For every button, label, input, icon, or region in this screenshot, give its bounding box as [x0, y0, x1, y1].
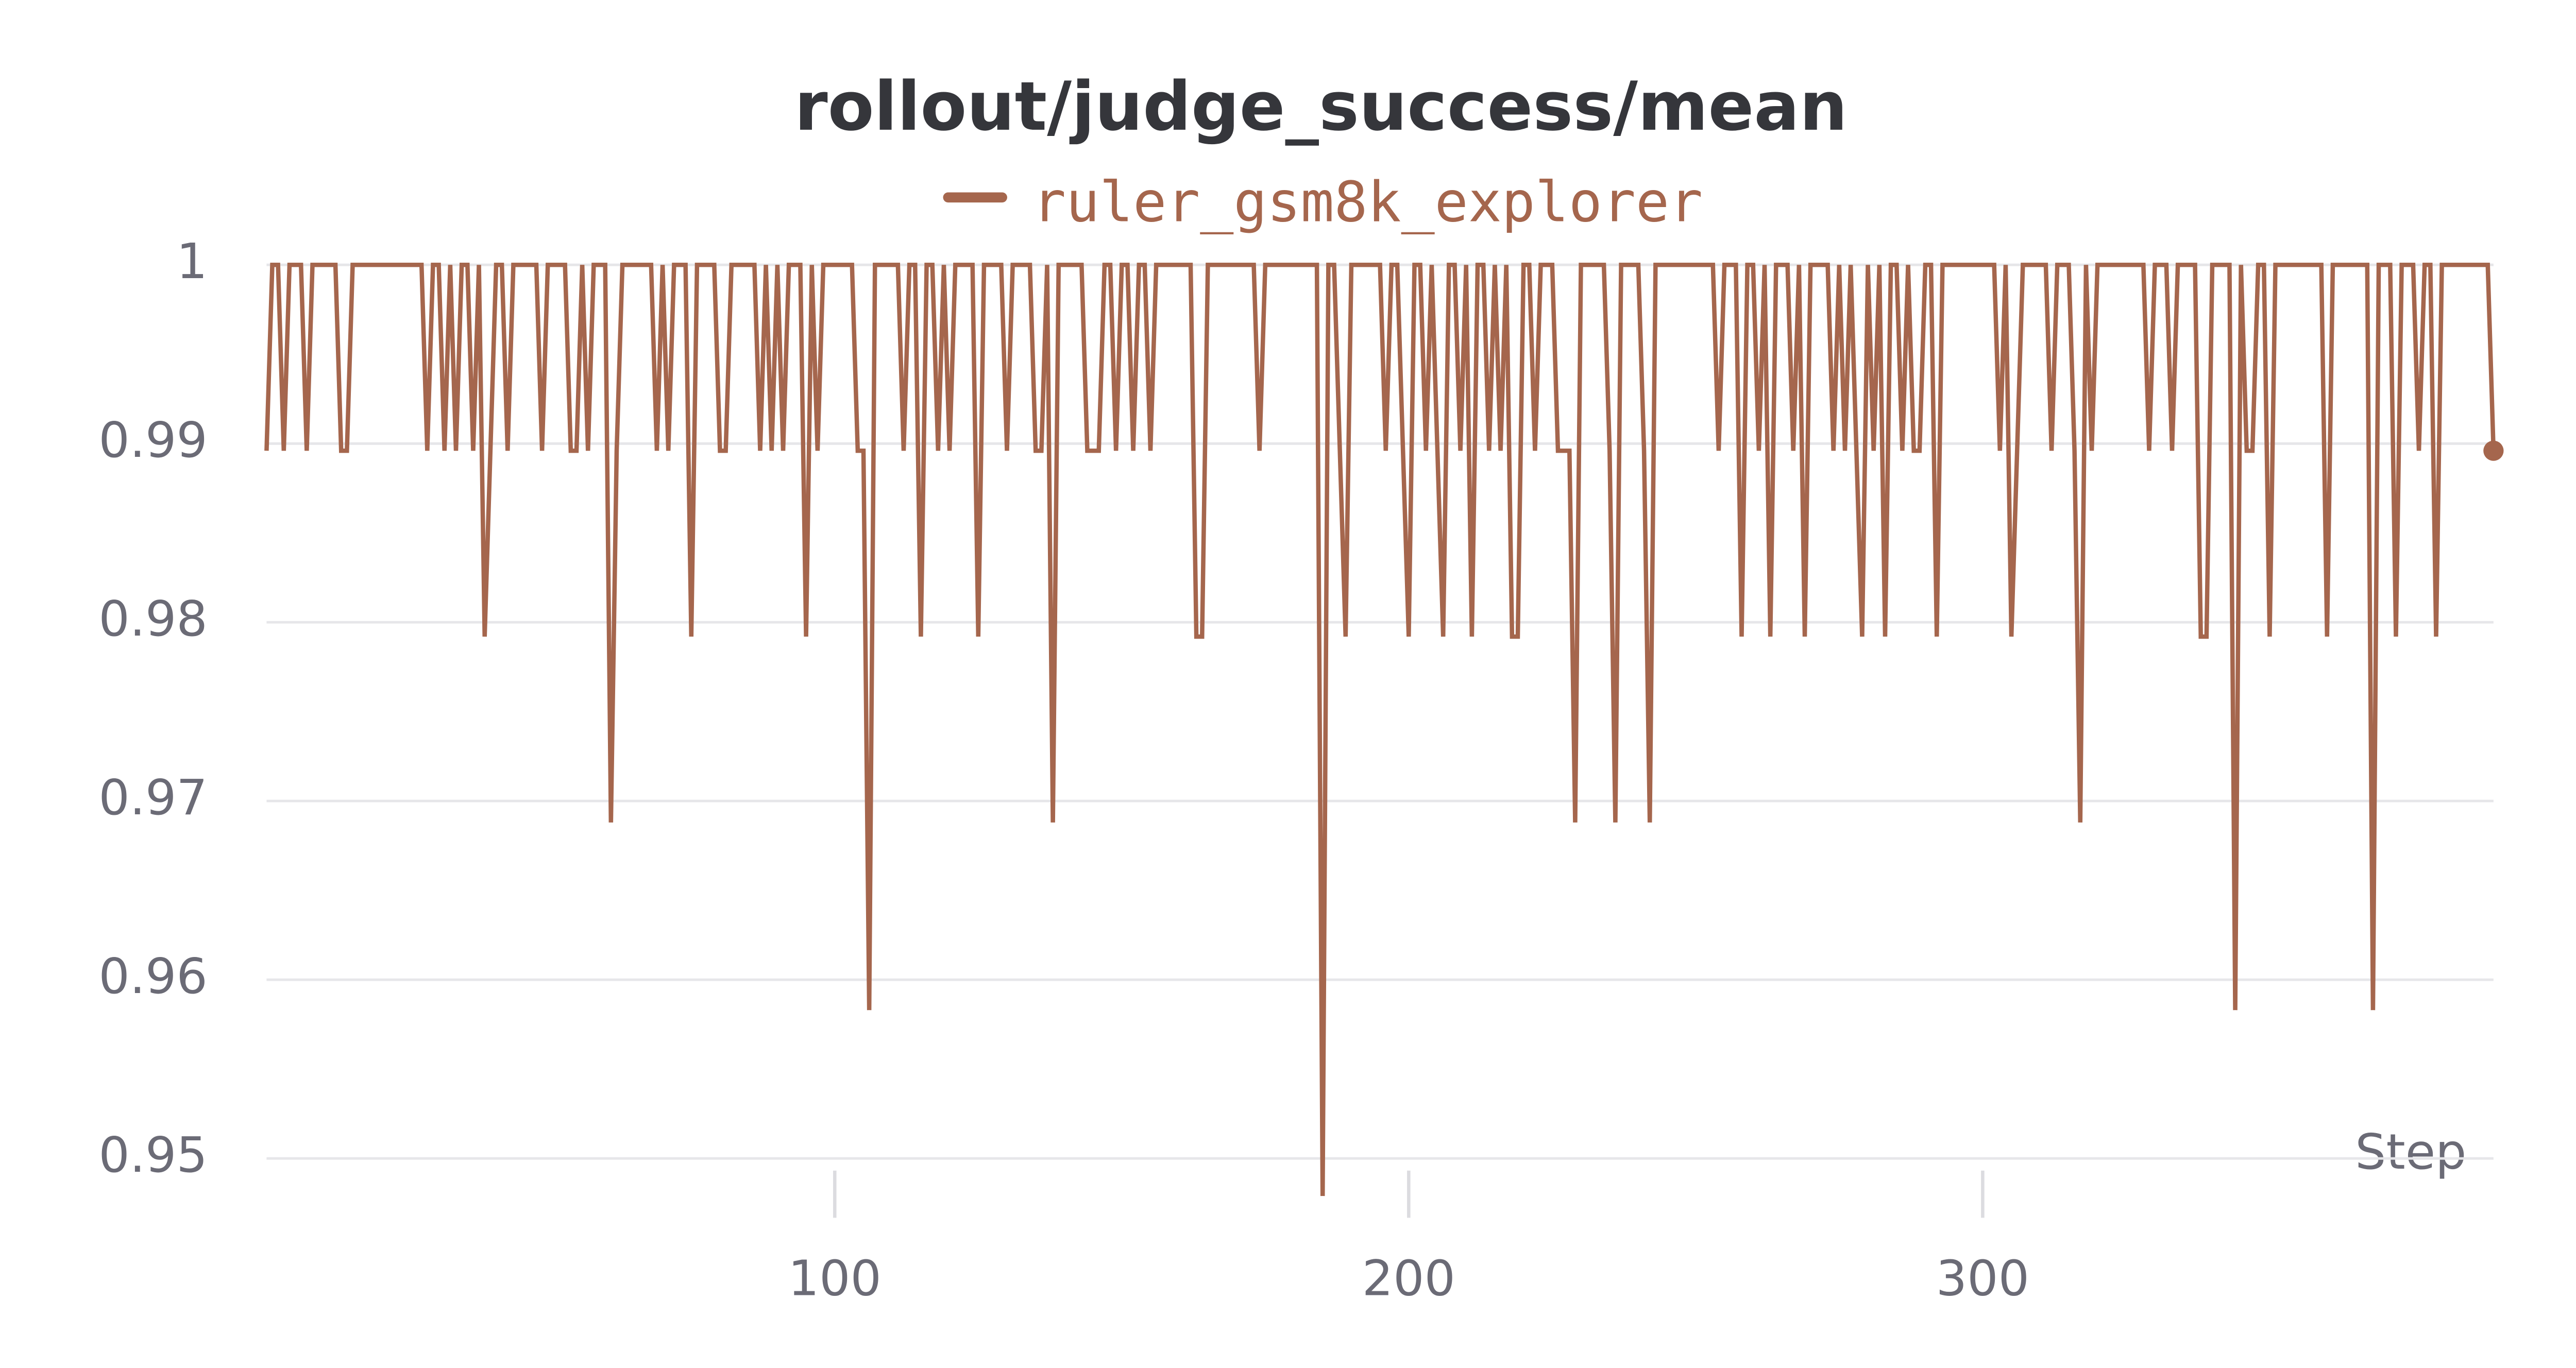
x-tick-label: 200: [1362, 1251, 1455, 1307]
line: [264, 263, 2496, 1196]
end-point: [2483, 440, 2504, 461]
chart-title: rollout/judge_success/mean: [794, 67, 1848, 146]
y-tick-label: 0.97: [98, 770, 207, 826]
legend-label: ruler_gsm8k_explorer: [1032, 170, 1703, 234]
y-tick-label: 1: [176, 233, 207, 290]
x-tick-label: 100: [788, 1251, 882, 1307]
y-tick-label: 0.96: [98, 948, 207, 1005]
y-tick-label: 0.95: [98, 1127, 207, 1184]
y-tick-label: 0.99: [98, 412, 207, 469]
y-tick-label: 0.98: [98, 591, 207, 647]
x-axis-label: Step: [2355, 1124, 2466, 1181]
x-tick-label: 300: [1936, 1251, 2029, 1307]
